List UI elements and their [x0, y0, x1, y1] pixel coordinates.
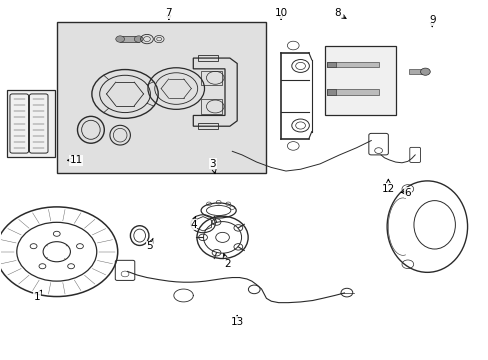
Circle shape	[420, 68, 429, 75]
Bar	[327, 89, 378, 95]
Text: 5: 5	[146, 238, 153, 251]
Bar	[327, 62, 335, 67]
Bar	[6, 90, 55, 157]
Text: 3: 3	[209, 159, 216, 174]
Text: 4: 4	[190, 216, 196, 230]
Bar	[327, 89, 335, 95]
Text: 6: 6	[400, 188, 410, 198]
Circle shape	[116, 36, 124, 42]
Bar	[198, 123, 217, 129]
Bar	[198, 55, 217, 61]
Text: 2: 2	[223, 253, 230, 269]
Text: 10: 10	[274, 8, 287, 19]
Text: 9: 9	[428, 15, 435, 27]
Bar	[408, 69, 425, 74]
Text: 12: 12	[381, 179, 394, 194]
Bar	[325, 45, 395, 116]
Text: 1: 1	[34, 290, 41, 302]
Bar	[120, 36, 139, 42]
Text: 8: 8	[333, 8, 346, 18]
Text: 7: 7	[165, 8, 172, 19]
Bar	[327, 62, 378, 67]
Text: 11: 11	[67, 155, 83, 165]
Bar	[57, 22, 266, 173]
Circle shape	[134, 36, 143, 42]
Text: 13: 13	[230, 315, 244, 327]
